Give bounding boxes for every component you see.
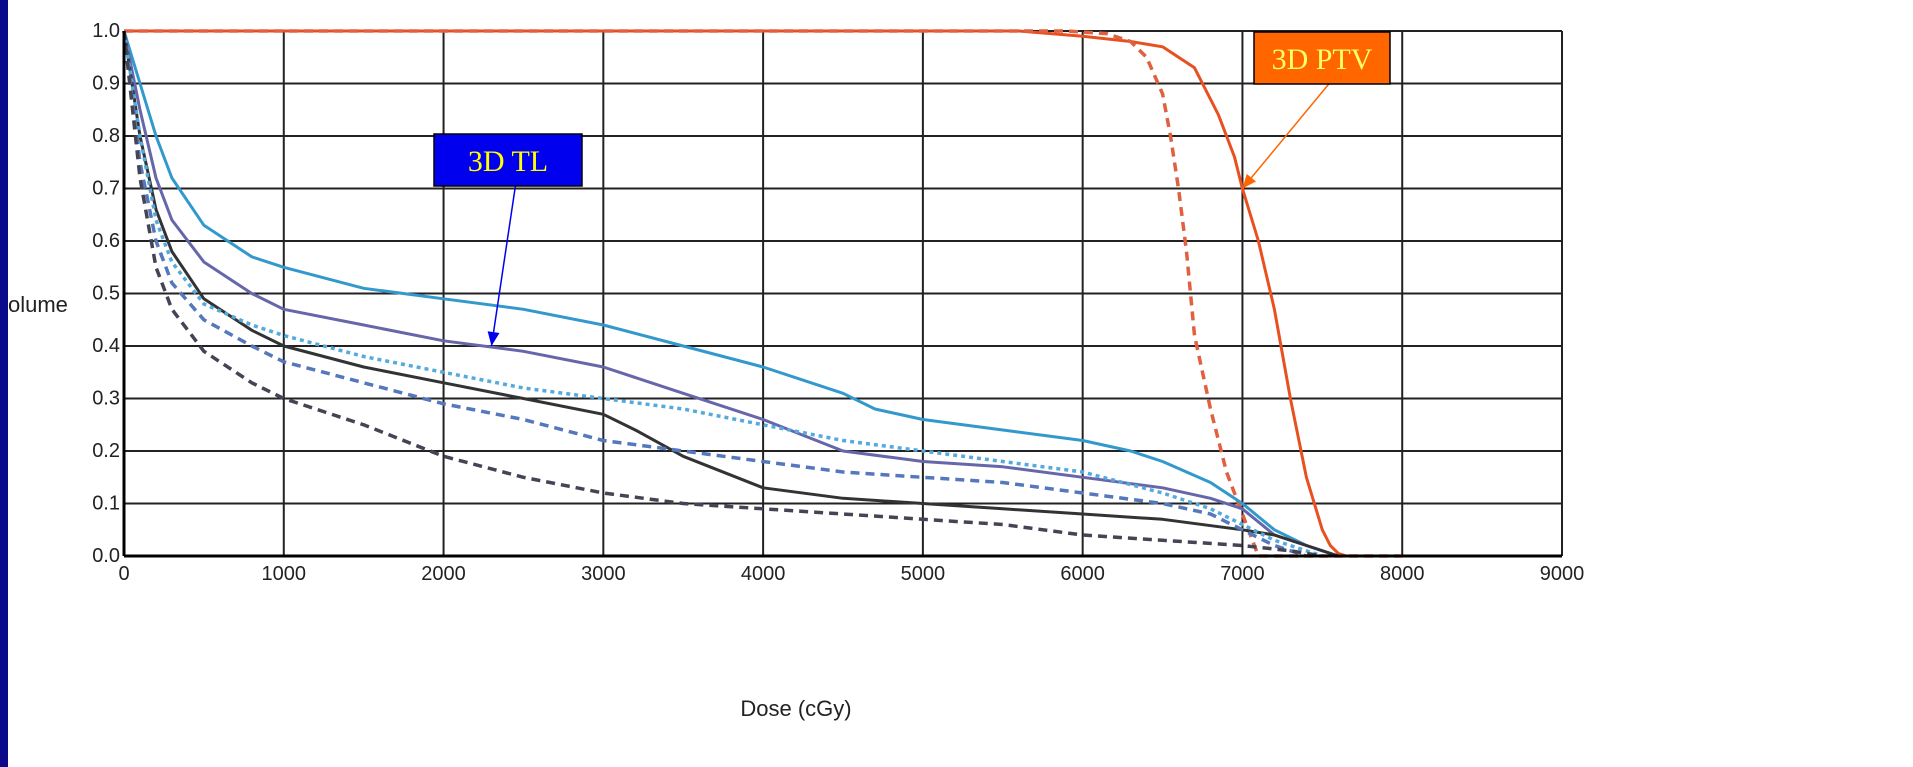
series-line-5 bbox=[122, 30, 1339, 558]
y-tick-label: 0.9 bbox=[92, 73, 120, 95]
x-axis-title: Dose (cGy) bbox=[740, 696, 851, 721]
callout-box bbox=[1253, 31, 1391, 85]
y-tick-label: 0.3 bbox=[92, 388, 120, 410]
x-tick-label: 0 bbox=[118, 563, 129, 585]
x-tick-label: 8000 bbox=[1380, 563, 1425, 585]
x-tick-label: 7000 bbox=[1220, 563, 1265, 585]
y-tick-label: 0.1 bbox=[92, 493, 120, 515]
dvh-chart: 0 1000 2000 3000 4000 5000 6000 7000 8000 9000 0.0… bbox=[8, 20, 1584, 721]
y-tick-label: 0.5 bbox=[92, 283, 120, 305]
callout-arrow-line bbox=[1241, 83, 1330, 189]
y-axis-title: olume bbox=[8, 292, 68, 317]
series-line-7 bbox=[122, 30, 1307, 558]
y-tick-label: 0.2 bbox=[92, 440, 120, 462]
callout-label: 3D TL bbox=[468, 145, 548, 178]
x-tick-label: 2000 bbox=[421, 563, 466, 585]
series-line-2 bbox=[124, 29, 1403, 558]
grid bbox=[123, 30, 1563, 557]
plot-card: 0 1000 2000 3000 4000 5000 6000 7000 8000 9000 0.0… bbox=[8, 0, 1913, 767]
callout-arrowhead bbox=[487, 331, 500, 346]
callout-1: 3D TL bbox=[433, 133, 583, 347]
series-layer bbox=[122, 29, 1403, 558]
y-tick-label: 0.6 bbox=[92, 230, 120, 252]
x-tick-label: 6000 bbox=[1060, 563, 1105, 585]
series-line-8 bbox=[122, 30, 1323, 558]
x-tick-label: 9000 bbox=[1540, 563, 1585, 585]
y-tick-label: 1.0 bbox=[92, 20, 120, 42]
x-tick-label: 1000 bbox=[262, 563, 307, 585]
annotations: 3D TL 3D PTV bbox=[433, 31, 1391, 347]
x-tick-label: 4000 bbox=[741, 563, 786, 585]
callout-label: 3D PTV bbox=[1272, 43, 1373, 76]
callout-2: 3D PTV bbox=[1241, 31, 1391, 189]
callout-arrowhead bbox=[1242, 173, 1256, 189]
x-tick-label: 3000 bbox=[581, 563, 626, 585]
series-line-4 bbox=[122, 30, 1339, 558]
callout-arrow-line bbox=[490, 185, 517, 347]
series-line-1 bbox=[124, 29, 1403, 558]
series-line-3 bbox=[122, 30, 1339, 558]
axes bbox=[122, 31, 1562, 558]
y-tick-label: 0.0 bbox=[92, 545, 120, 567]
callout-box bbox=[433, 133, 583, 187]
tick-labels: 0 1000 2000 3000 4000 5000 6000 7000 8000 9000 0.0… bbox=[92, 20, 1584, 585]
y-tick-label: 0.4 bbox=[92, 335, 120, 357]
x-tick-label: 5000 bbox=[901, 563, 946, 585]
y-tick-label: 0.7 bbox=[92, 178, 120, 200]
y-tick-label: 0.8 bbox=[92, 125, 120, 147]
